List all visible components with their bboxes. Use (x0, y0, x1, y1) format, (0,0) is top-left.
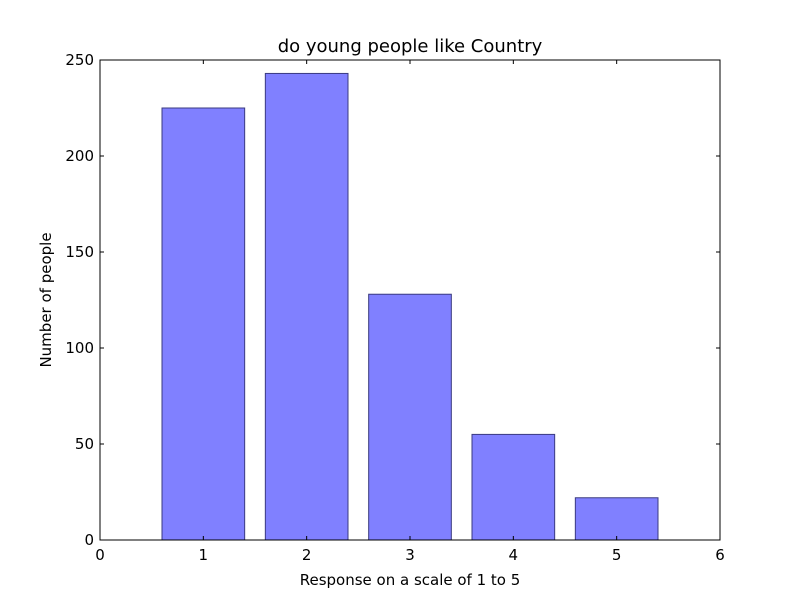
x-tick-label: 6 (715, 546, 725, 564)
ticks-group: 0 1 2 3 4 5 6 0 50 100 150 200 250 (65, 51, 724, 564)
x-tick-label: 4 (509, 546, 519, 564)
x-tick-label: 3 (405, 546, 415, 564)
y-axis-label: Number of people (37, 232, 55, 367)
bar-1 (161, 107, 246, 541)
x-axis-label: Response on a scale of 1 to 5 (300, 571, 521, 589)
y-tick-label: 0 (84, 531, 94, 549)
x-tick-label: 2 (302, 546, 312, 564)
bars-group (161, 72, 659, 541)
y-tick-label: 250 (65, 51, 94, 69)
plot-frame (99, 59, 721, 541)
x-tick-label: 5 (612, 546, 622, 564)
x-tick-label: 0 (95, 546, 105, 564)
x-tick-label: 1 (199, 546, 209, 564)
chart-title: do young people like Country (278, 36, 543, 57)
bar-4 (471, 433, 556, 541)
y-tick-label: 100 (65, 339, 94, 357)
bar-3 (368, 293, 452, 541)
y-tick-label: 200 (65, 147, 94, 165)
bar-2 (264, 72, 349, 541)
bar-5 (574, 497, 659, 541)
y-tick-label: 50 (75, 435, 94, 453)
y-tick-label: 150 (65, 243, 94, 261)
